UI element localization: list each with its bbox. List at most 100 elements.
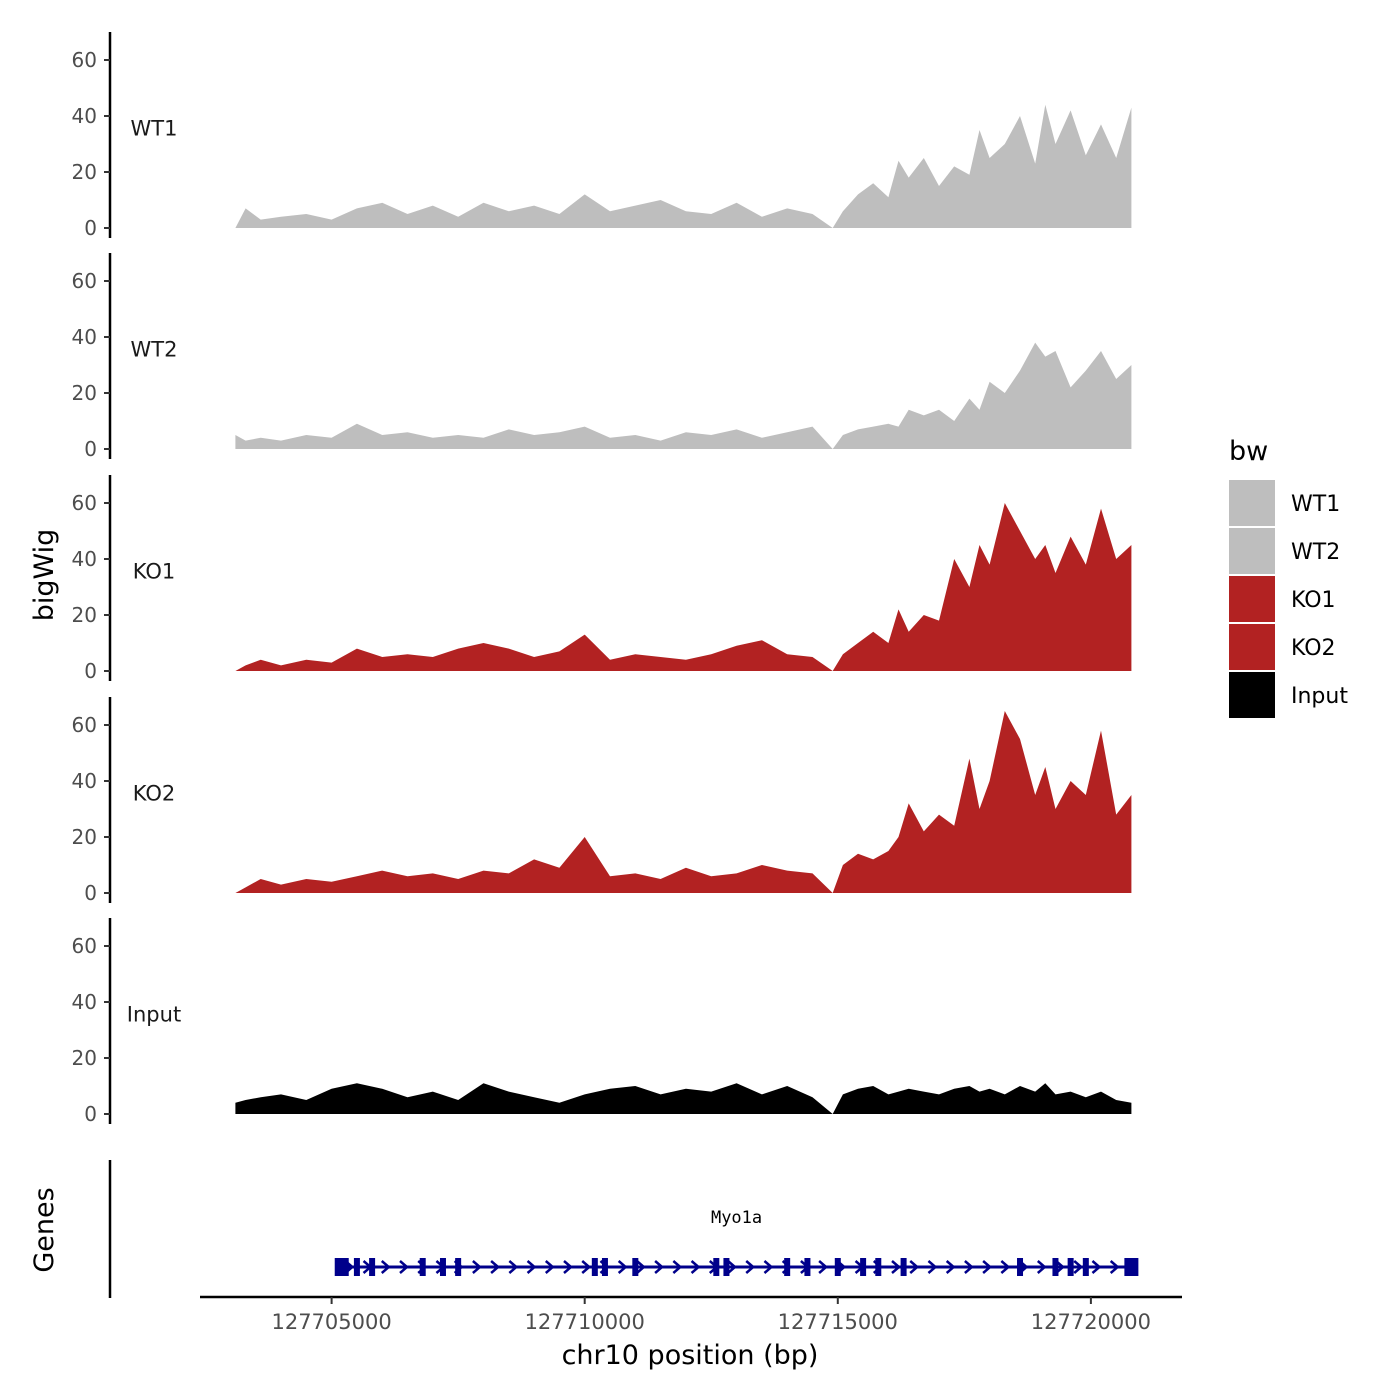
strand-arrow xyxy=(964,1260,974,1274)
strand-arrow xyxy=(690,1260,701,1274)
genes-axis-title: Genes xyxy=(29,1187,60,1272)
y-tick-label: 0 xyxy=(84,659,97,683)
strand-arrow xyxy=(672,1260,683,1274)
track-wt1: 0 20 40 60 WT1 xyxy=(72,32,1132,240)
strand-arrow xyxy=(745,1260,756,1274)
exon xyxy=(591,1258,598,1276)
y-tick-label: 40 xyxy=(72,104,97,128)
x-axis-title: chr10 position (bp) xyxy=(562,1340,819,1371)
exon xyxy=(1052,1258,1059,1276)
exon xyxy=(601,1258,608,1276)
strand-arrow xyxy=(654,1260,665,1274)
exon xyxy=(455,1258,462,1276)
strand-arrow xyxy=(526,1260,537,1274)
strand-arrow xyxy=(1091,1260,1102,1274)
strand-arrow xyxy=(636,1260,646,1274)
x-tick-label: 127715000 xyxy=(778,1310,898,1334)
exon xyxy=(713,1258,720,1276)
exon xyxy=(1124,1258,1139,1276)
exon xyxy=(1082,1258,1089,1276)
track-label: KO2 xyxy=(133,782,176,806)
signal-area-input xyxy=(235,1083,1132,1114)
exon xyxy=(419,1258,426,1276)
y-tick-label: 40 xyxy=(72,990,97,1014)
strand-arrow xyxy=(727,1260,737,1274)
y-tick-label: 0 xyxy=(84,437,97,461)
legend-label: KO2 xyxy=(1291,636,1336,661)
x-axis: 127705000 127710000 127715000 127720000 xyxy=(200,1295,1182,1334)
strand-arrow xyxy=(927,1260,938,1274)
y-tick-label: 60 xyxy=(72,269,97,293)
exon xyxy=(804,1258,811,1276)
legend-swatch-input xyxy=(1229,672,1275,718)
strand-arrow xyxy=(945,1260,956,1274)
y-tick-label: 40 xyxy=(72,769,97,793)
exon xyxy=(439,1258,446,1276)
genes-panel: Myo1a xyxy=(108,1160,1139,1298)
legend-label: WT2 xyxy=(1291,540,1340,565)
strand-arrow xyxy=(508,1260,519,1274)
track-label: WT1 xyxy=(131,117,178,141)
signal-area-ko1 xyxy=(235,503,1132,671)
y-tick-label: 20 xyxy=(72,603,97,627)
y-tick-label: 20 xyxy=(72,160,97,184)
strand-arrow xyxy=(891,1260,901,1274)
strand-arrow xyxy=(1000,1260,1011,1274)
exon xyxy=(1067,1258,1074,1276)
legend-label: KO1 xyxy=(1291,588,1336,613)
legend-swatch-ko2 xyxy=(1229,624,1275,670)
y-tick-label: 20 xyxy=(72,381,97,405)
y-tick-label: 60 xyxy=(72,713,97,737)
strand-arrow xyxy=(909,1260,920,1274)
gene-myo1a: Myo1a xyxy=(334,1208,1139,1276)
track-panels: 0 20 40 60 WT1 0 20 40 60 WT2 0 20 40 60 KO1 0 20 40 60 KO2… xyxy=(72,32,1132,1126)
signal-area-wt1 xyxy=(235,104,1132,228)
exon xyxy=(784,1258,791,1276)
y-tick-label: 20 xyxy=(72,1046,97,1070)
signal-area-ko2 xyxy=(235,711,1132,893)
exon xyxy=(369,1258,376,1276)
y-tick-label: 0 xyxy=(84,1102,97,1126)
y-tick-label: 0 xyxy=(84,881,97,905)
x-tick-label: 127705000 xyxy=(271,1310,391,1334)
track-wt2: 0 20 40 60 WT2 xyxy=(72,253,1132,461)
track-ko1: 0 20 40 60 KO1 xyxy=(72,475,1132,683)
strand-arrow xyxy=(617,1260,628,1274)
exon xyxy=(834,1258,841,1276)
y-tick-label: 60 xyxy=(72,491,97,515)
strand-arrow xyxy=(399,1260,409,1274)
track-ko2: 0 20 40 60 KO2 xyxy=(72,697,1132,905)
exon xyxy=(723,1258,730,1276)
strand-arrow xyxy=(1036,1260,1047,1274)
gene-label: Myo1a xyxy=(711,1208,762,1228)
exon xyxy=(875,1258,882,1276)
y-tick-label: 60 xyxy=(72,934,97,958)
track-label: KO1 xyxy=(133,560,176,584)
x-tick-label: 127720000 xyxy=(1031,1310,1151,1334)
strand-arrow xyxy=(1073,1260,1084,1274)
strand-arrow xyxy=(581,1260,592,1274)
exon xyxy=(860,1258,867,1276)
strand-arrow xyxy=(1109,1260,1120,1274)
strand-arrow xyxy=(763,1260,774,1274)
legend-title: bw xyxy=(1229,436,1268,467)
strand-arrow xyxy=(472,1260,482,1274)
y-tick-label: 60 xyxy=(72,48,97,72)
track-label: Input xyxy=(127,1003,181,1027)
exon xyxy=(353,1258,360,1276)
y-tick-label: 40 xyxy=(72,547,97,571)
x-tick-label: 127710000 xyxy=(525,1310,645,1334)
strand-arrow xyxy=(818,1260,829,1274)
track-label: WT2 xyxy=(131,338,178,362)
y-tick-label: 0 xyxy=(84,216,97,240)
strand-arrow xyxy=(544,1260,555,1274)
exon xyxy=(1017,1258,1024,1276)
legend-swatch-wt1 xyxy=(1229,480,1275,526)
exon xyxy=(334,1258,349,1276)
strand-arrow xyxy=(563,1260,573,1274)
legend-swatch-wt2 xyxy=(1229,528,1275,574)
strand-arrow xyxy=(982,1260,993,1274)
exon xyxy=(900,1258,907,1276)
y-tick-label: 20 xyxy=(72,825,97,849)
